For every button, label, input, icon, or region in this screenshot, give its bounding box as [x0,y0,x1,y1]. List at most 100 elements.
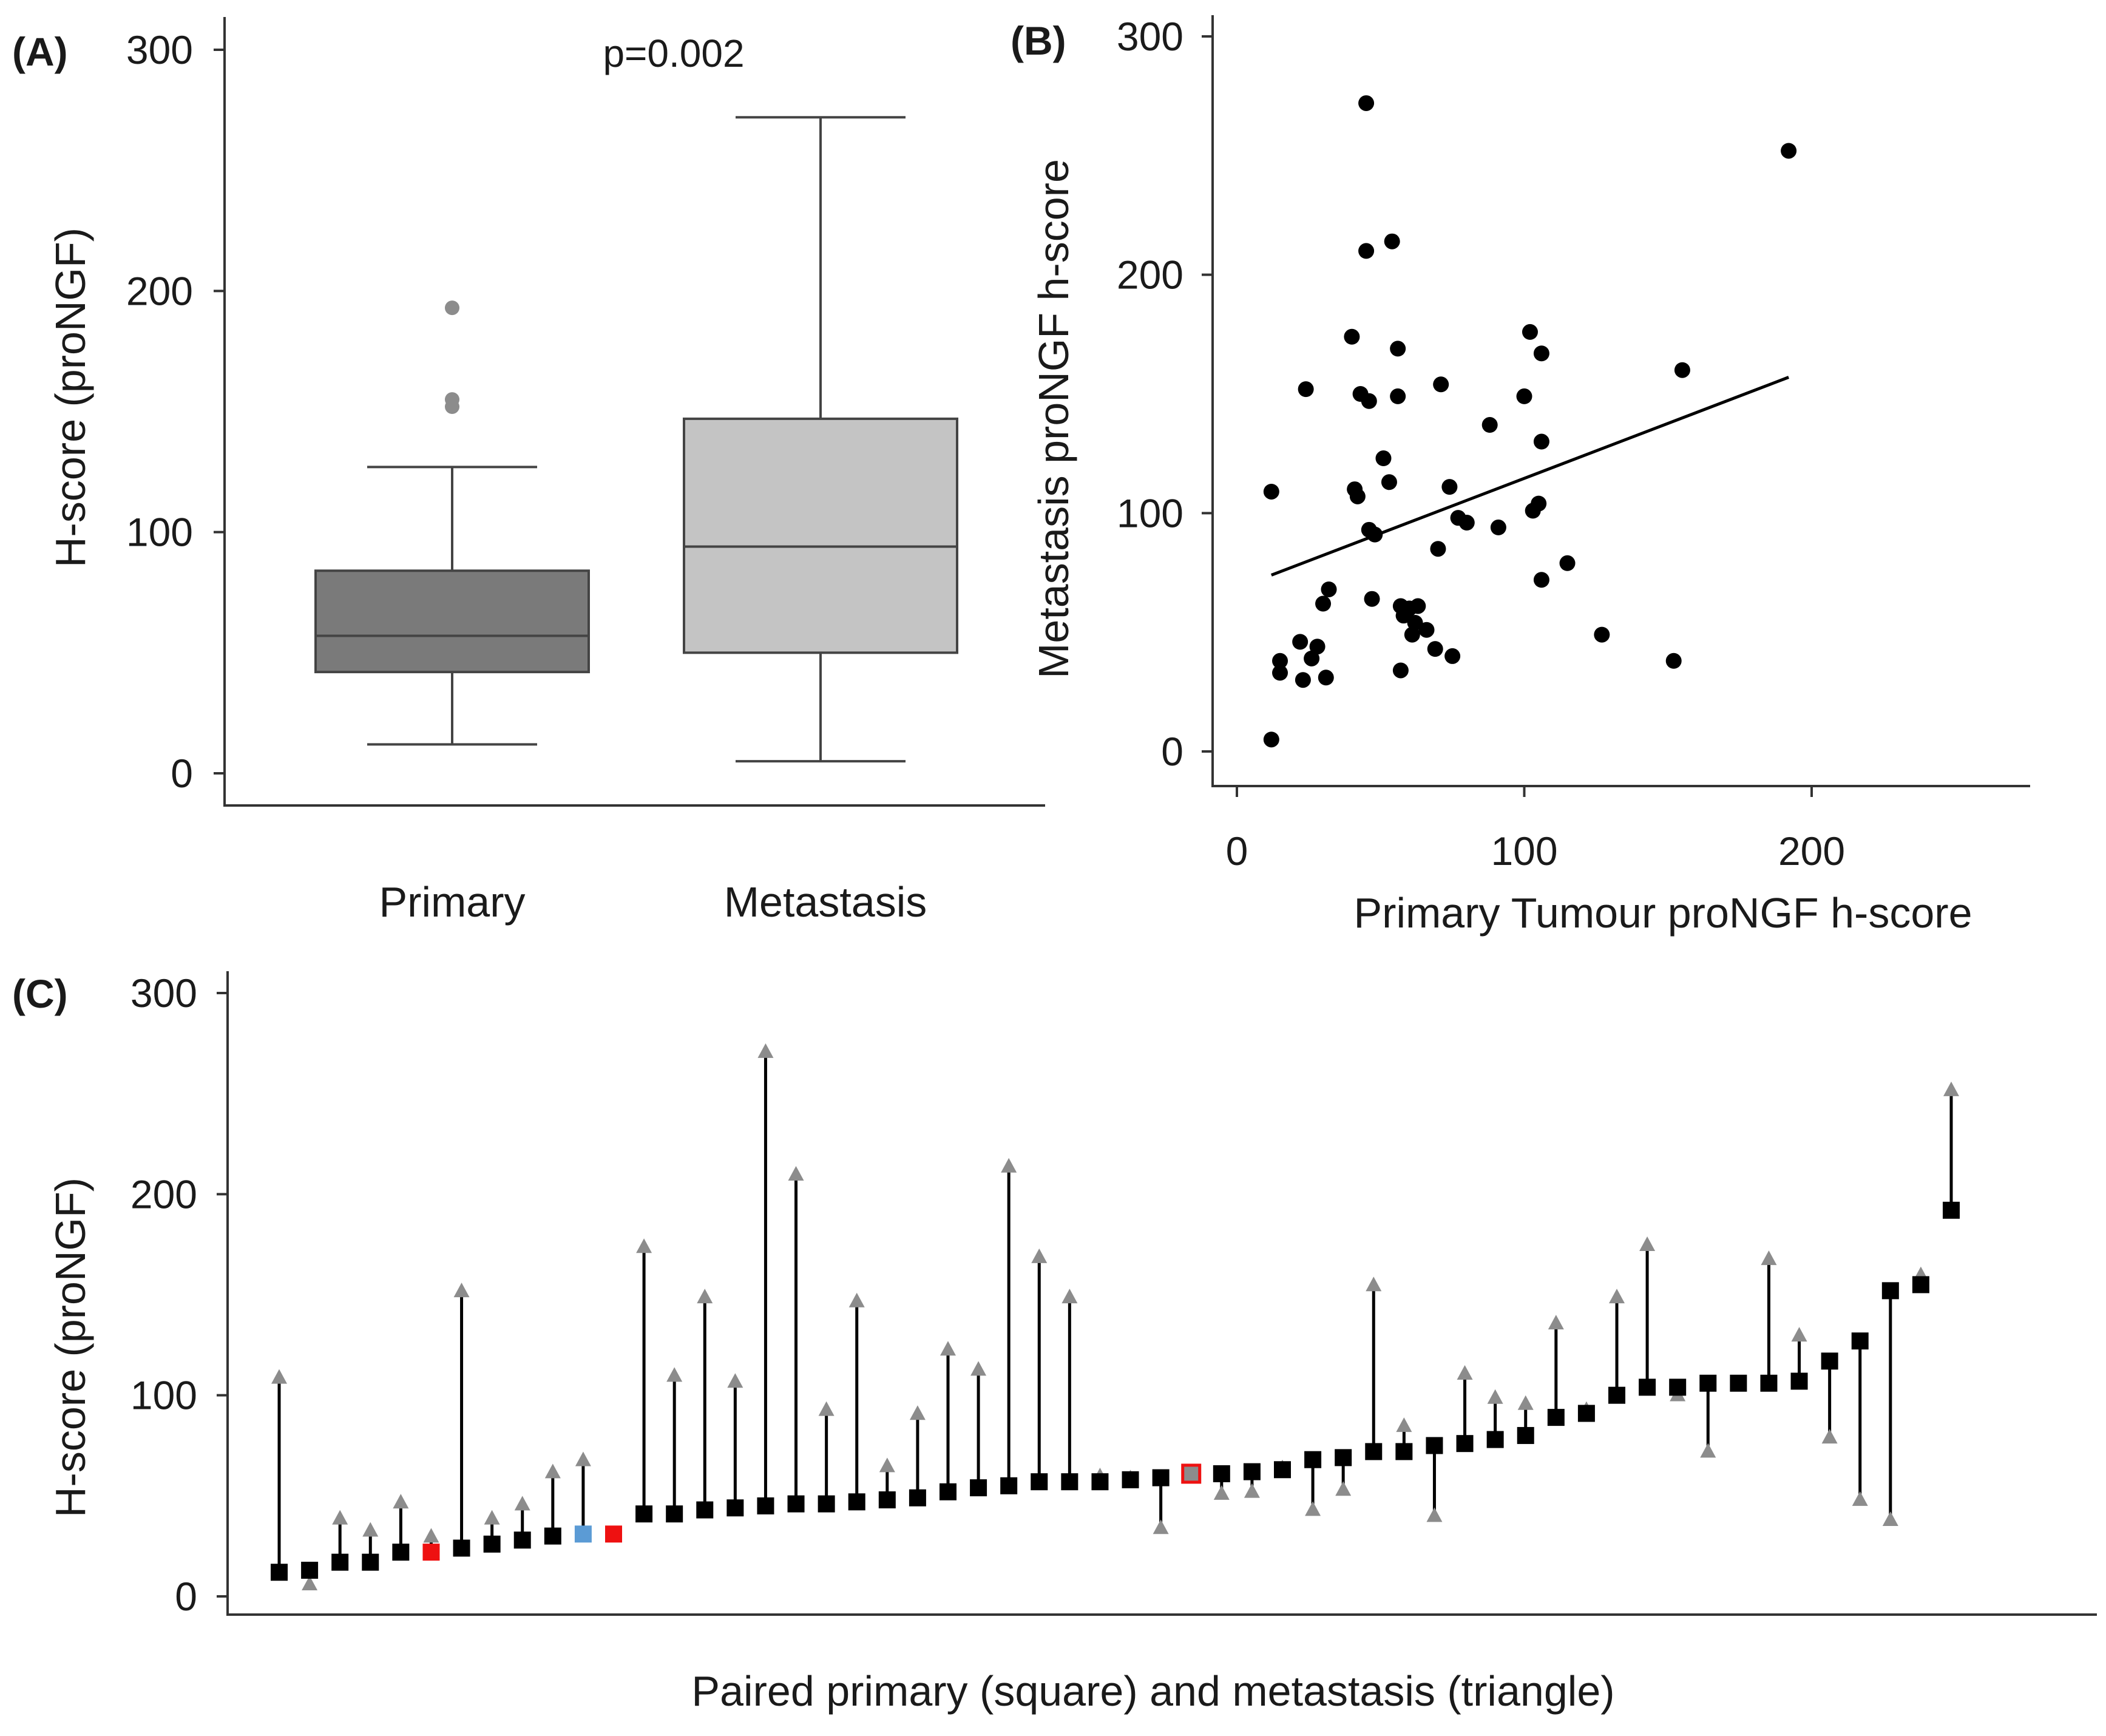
primary-square [1517,1426,1534,1444]
metastasis-triangle [453,1283,470,1298]
primary-square [1456,1435,1474,1453]
primary-square [635,1505,653,1523]
scatter-point [1594,626,1610,643]
regression-line [1270,376,1790,577]
primary-square [726,1499,744,1517]
scatter-point [1263,483,1279,500]
primary-square [1577,1405,1595,1422]
panel-a-y-tick-label: 200 [126,268,193,313]
panel-b-y-tick-label: 200 [1117,253,1183,297]
primary-square [1152,1469,1170,1487]
metastasis-triangle [879,1457,895,1473]
metastasis-triangle [1487,1389,1503,1404]
panel-a-x-label: Metastasis [724,878,927,926]
pair-42 [1517,1395,1534,1444]
primary-square [878,1491,896,1508]
pair-18 [787,1166,805,1513]
panel-a-boxes [314,116,958,763]
panel-b-points [1263,95,1797,748]
scatter-point [1292,634,1309,650]
primary-square [1851,1332,1869,1350]
metastasis-triangle [1335,1481,1352,1496]
panel-b-x-axis-title: Primary Tumour proNGF h-score [1353,889,1972,937]
pair-36 [1335,1449,1352,1496]
scatter-point [1367,526,1383,543]
metastasis-triangle [575,1451,591,1466]
primary-square [574,1525,592,1543]
panel-b-y-ticks: 0 100 200 300 [1117,14,1213,774]
pair-10 [544,1463,561,1545]
box-metastasis [683,116,958,763]
primary-square [1943,1201,1960,1219]
scatter-point [1349,488,1366,504]
primary-square [787,1495,805,1513]
metastasis-triangle [940,1341,956,1356]
primary-square [818,1495,835,1513]
metastasis-triangle [1396,1417,1412,1433]
primary-square [1091,1473,1109,1491]
primary-square [1365,1443,1383,1460]
scatter-point [1410,598,1426,614]
primary-square [1730,1374,1747,1392]
pair-55 [1912,1266,1929,1294]
primary-square [1790,1372,1808,1390]
primary-square [1274,1461,1291,1479]
pair-22 [909,1405,926,1507]
pair-38 [1395,1417,1413,1460]
scatter-point [1315,595,1332,612]
pair-4 [362,1522,379,1571]
panel-a-y-ticks: 0 100 200 300 [126,27,225,796]
primary-square [1760,1374,1778,1392]
scatter-point [1390,341,1406,357]
scatter-point [1309,639,1326,655]
scatter-point [1404,626,1420,643]
metastasis-triangle [666,1367,683,1382]
pair-20 [848,1292,865,1511]
panel-b-y-axis-title: Metastasis proNGF h-score [1030,159,1077,679]
panel-b-x-tick-label: 100 [1491,829,1557,873]
primary-square [1395,1443,1413,1460]
pair-52 [1821,1352,1838,1444]
scatter-point [1375,450,1392,467]
primary-square [392,1544,410,1561]
panel-b-y-tick-label: 0 [1161,729,1183,774]
pair-41 [1486,1389,1504,1448]
scatter-point [1381,474,1397,490]
primary-square [1426,1437,1443,1454]
metastasis-triangle [423,1528,439,1543]
panel-a-y-tick-label: 0 [171,751,193,796]
pair-37 [1365,1277,1383,1460]
primary-square [513,1531,531,1549]
primary-square [331,1553,349,1571]
scatter-point [1304,650,1320,666]
panel-a-y-tick-label: 300 [126,27,193,72]
metastasis-triangle [1031,1248,1048,1263]
primary-square [1608,1386,1625,1404]
metastasis-triangle [727,1373,743,1388]
pair-17 [757,1043,774,1514]
primary-square [940,1483,957,1500]
pair-28 [1091,1468,1109,1491]
primary-square [1821,1352,1838,1370]
scatter-point [1263,731,1279,748]
metastasis-triangle [970,1361,987,1376]
pair-12 [605,1525,622,1543]
panel-a-y-axis-title: H-score (proNGF) [47,228,94,568]
metastasis-triangle [1153,1519,1169,1534]
scatter-point [1427,641,1443,657]
metastasis-triangle [788,1166,804,1181]
pair-33 [1243,1463,1261,1498]
primary-square [1031,1473,1048,1491]
iqr-box [683,417,958,654]
outlier-point [445,300,459,316]
metastasis-triangle [1426,1507,1443,1522]
primary-square [666,1505,683,1523]
metastasis-triangle [484,1510,500,1525]
panel-c-y-tick-label: 0 [175,1574,197,1619]
metastasis-triangle [1001,1158,1017,1173]
pair-39 [1426,1437,1443,1522]
primary-square [605,1525,622,1543]
panel-b-x-tick-label: 200 [1778,829,1845,873]
metastasis-triangle [909,1405,926,1420]
